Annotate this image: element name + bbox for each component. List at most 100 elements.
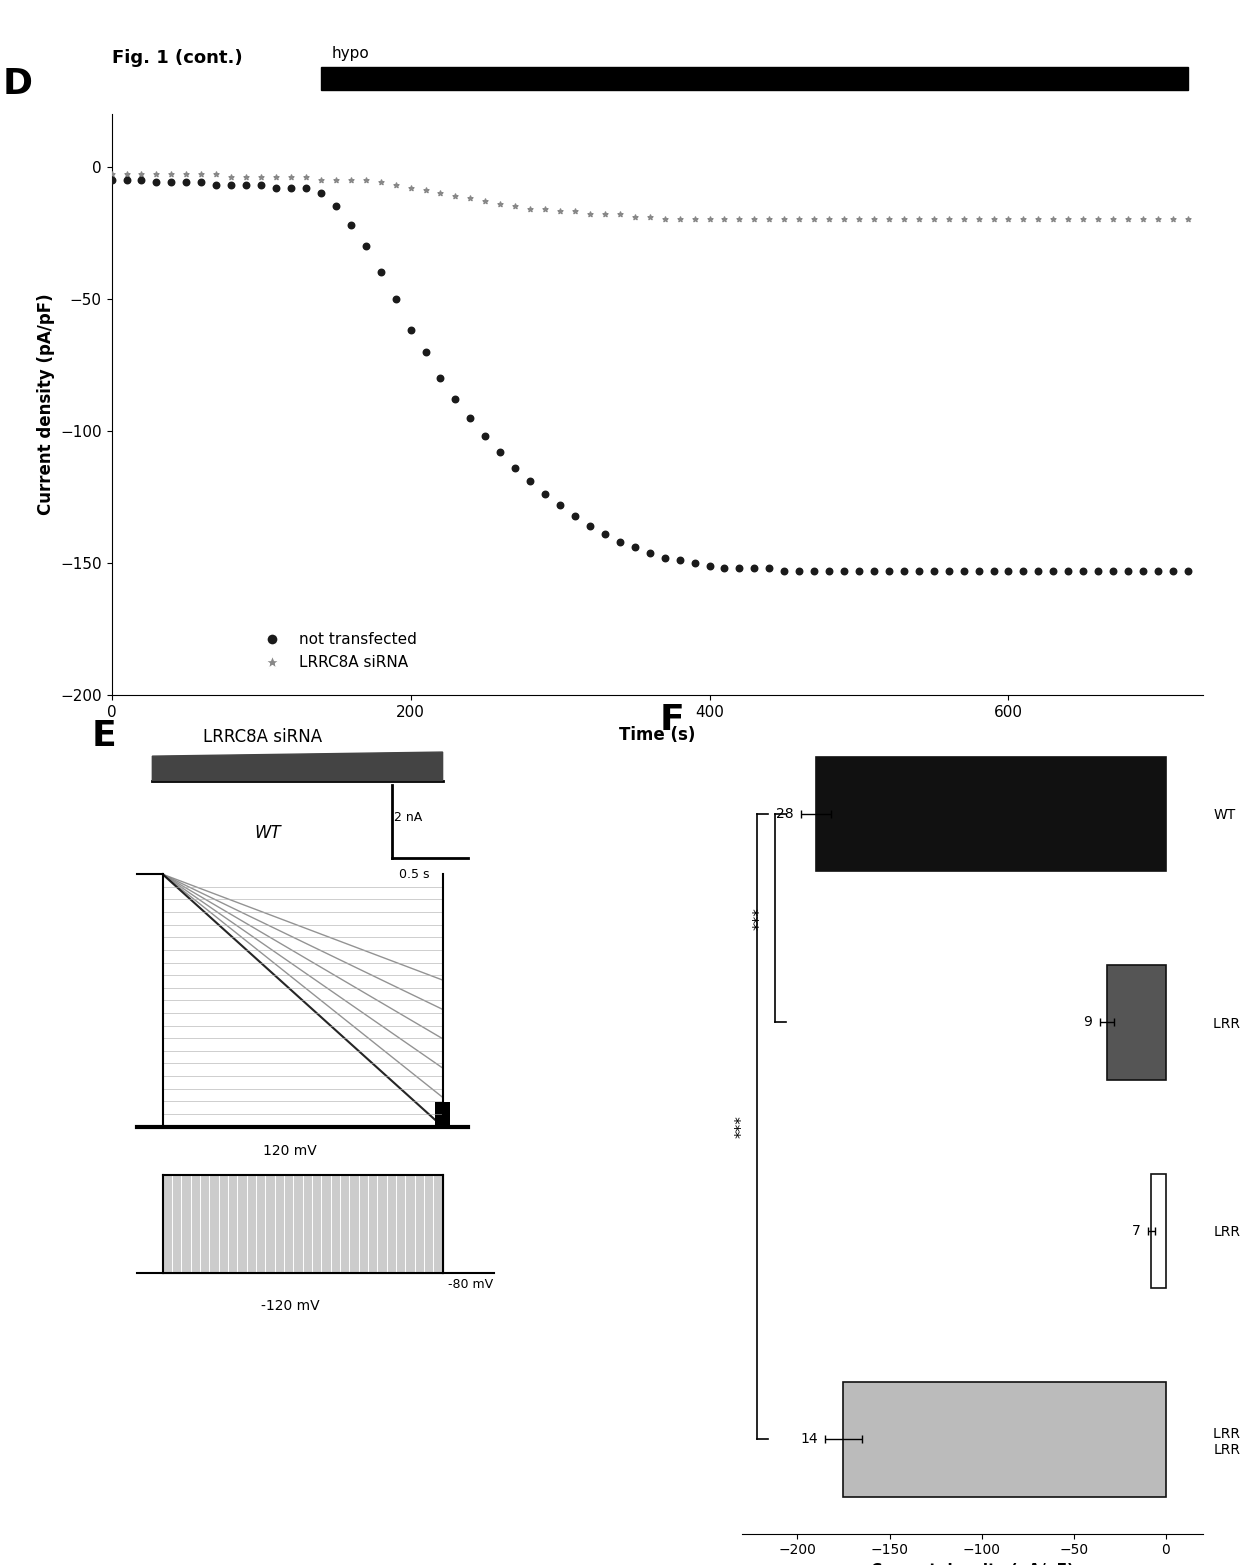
Point xyxy=(939,559,959,584)
Bar xyxy=(1107,966,1166,1080)
Point xyxy=(1074,207,1094,232)
Point xyxy=(1028,559,1048,584)
Point xyxy=(326,194,346,219)
Point xyxy=(445,183,465,208)
Text: -120 mV: -120 mV xyxy=(260,1299,319,1313)
Point xyxy=(983,559,1003,584)
Point xyxy=(176,171,196,196)
Point xyxy=(670,548,689,573)
Text: E: E xyxy=(92,720,117,753)
Point xyxy=(475,188,495,213)
Point xyxy=(1178,207,1198,232)
Point xyxy=(983,207,1003,232)
Point xyxy=(1104,207,1123,232)
Point xyxy=(460,405,480,430)
Point xyxy=(117,161,136,186)
Point xyxy=(161,171,181,196)
Point xyxy=(655,207,675,232)
Point xyxy=(894,207,914,232)
Point xyxy=(1043,207,1063,232)
Point xyxy=(475,424,495,449)
Bar xyxy=(843,1382,1166,1496)
Point xyxy=(894,559,914,584)
Point xyxy=(161,161,181,186)
Point xyxy=(415,340,435,365)
Point xyxy=(909,207,929,232)
Point xyxy=(820,207,839,232)
Point xyxy=(729,207,749,232)
Point xyxy=(998,559,1018,584)
Text: 0.5 s: 0.5 s xyxy=(399,869,430,881)
Legend: not transfected, LRRC8A siRNA: not transfected, LRRC8A siRNA xyxy=(250,626,423,676)
X-axis label: Current density (pA/pF): Current density (pA/pF) xyxy=(870,1563,1074,1565)
Point xyxy=(311,167,331,192)
Point xyxy=(1089,207,1109,232)
Text: ***: *** xyxy=(753,906,768,930)
Point xyxy=(296,175,316,200)
Point xyxy=(1163,559,1183,584)
Point xyxy=(610,202,630,227)
Point xyxy=(1104,559,1123,584)
Text: 28: 28 xyxy=(776,808,794,822)
Point xyxy=(521,196,541,221)
Point xyxy=(849,559,869,584)
Point xyxy=(102,161,122,186)
Point xyxy=(864,207,884,232)
Point xyxy=(131,167,151,192)
Point xyxy=(386,172,405,197)
Point xyxy=(191,171,211,196)
Point xyxy=(146,161,166,186)
Point xyxy=(790,559,810,584)
Point xyxy=(864,559,884,584)
Point xyxy=(536,196,556,221)
Point xyxy=(206,161,226,186)
Text: LRRC8A siRNA: LRRC8A siRNA xyxy=(203,728,322,745)
Point xyxy=(1133,207,1153,232)
Point xyxy=(296,164,316,189)
Point xyxy=(580,202,600,227)
Bar xyxy=(1151,1174,1166,1288)
Point xyxy=(610,529,630,554)
Point xyxy=(805,207,825,232)
Point xyxy=(371,260,391,285)
Point xyxy=(684,551,704,576)
Point xyxy=(774,559,794,584)
Point xyxy=(595,202,615,227)
Polygon shape xyxy=(153,753,443,781)
Point xyxy=(744,207,764,232)
Point xyxy=(505,455,525,480)
Point xyxy=(820,559,839,584)
Point xyxy=(415,178,435,203)
Point xyxy=(1089,559,1109,584)
Point xyxy=(521,468,541,493)
Point xyxy=(849,207,869,232)
Point xyxy=(341,213,361,238)
Point xyxy=(805,559,825,584)
Point xyxy=(1043,559,1063,584)
Point xyxy=(117,167,136,192)
Point xyxy=(146,171,166,196)
Point xyxy=(625,535,645,560)
Text: 120 mV: 120 mV xyxy=(263,1144,316,1158)
Polygon shape xyxy=(435,1102,450,1127)
Point xyxy=(236,164,255,189)
Point xyxy=(790,207,810,232)
Point xyxy=(430,366,450,391)
Y-axis label: Current density (pA/pF): Current density (pA/pF) xyxy=(37,294,55,515)
Point xyxy=(386,286,405,311)
Point xyxy=(968,559,988,584)
Point xyxy=(1028,207,1048,232)
Point xyxy=(1148,207,1168,232)
Point xyxy=(640,540,660,565)
Point xyxy=(565,199,585,224)
Point xyxy=(879,559,899,584)
Point xyxy=(460,186,480,211)
Point xyxy=(939,207,959,232)
Point xyxy=(252,172,272,197)
Point xyxy=(835,207,854,232)
Point xyxy=(759,207,779,232)
Point xyxy=(371,171,391,196)
Point xyxy=(445,387,465,412)
Point xyxy=(1118,207,1138,232)
Point xyxy=(236,172,255,197)
